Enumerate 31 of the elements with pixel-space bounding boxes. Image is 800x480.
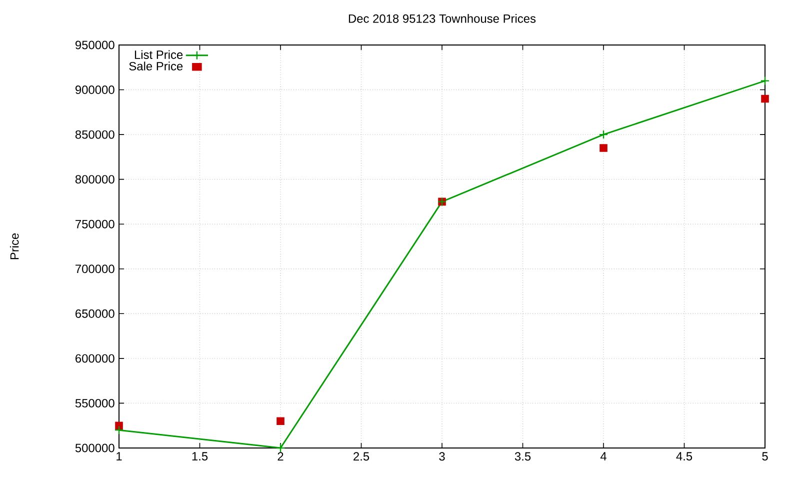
x-tick-label: 2.5 (354, 452, 370, 461)
point (600, 144, 608, 152)
x-tick-label: 4 (600, 452, 606, 460)
x-tick-label: 2 (278, 452, 284, 461)
y-tick-label: 600000 (76, 354, 114, 363)
point (761, 94, 769, 103)
x-tick-label: 1 (116, 452, 122, 460)
y-axis-title: Price (10, 233, 19, 260)
legend-label: Sale Price (129, 62, 183, 70)
x-tick-label: 1.5 (192, 452, 208, 461)
x-tick-label: 5 (762, 452, 768, 461)
point (276, 443, 286, 453)
chart-title: Dec 2018 95123 Townhouse Prices (348, 14, 536, 23)
y-tick-label: 850000 (75, 130, 114, 139)
y-tick-label: 800000 (75, 175, 114, 184)
y-tick-label: 750000 (76, 220, 114, 228)
y-tick-label: 950000 (75, 40, 114, 50)
y-tick-label: 500000 (75, 444, 114, 452)
point (760, 76, 770, 86)
y-tick-label: 550000 (75, 398, 114, 408)
x-tick-label: 3.5 (514, 452, 531, 461)
x-tick-label: 4.5 (676, 452, 692, 461)
point (115, 422, 123, 430)
y-tick-label: 700000 (76, 264, 114, 274)
x-tick-label: 3 (439, 452, 445, 461)
point (114, 425, 124, 435)
y-tick-label: 650000 (76, 309, 114, 318)
point (276, 417, 284, 426)
y-tick-label: 900000 (75, 86, 114, 94)
legend-label: List Price (134, 50, 183, 59)
point (598, 130, 608, 140)
